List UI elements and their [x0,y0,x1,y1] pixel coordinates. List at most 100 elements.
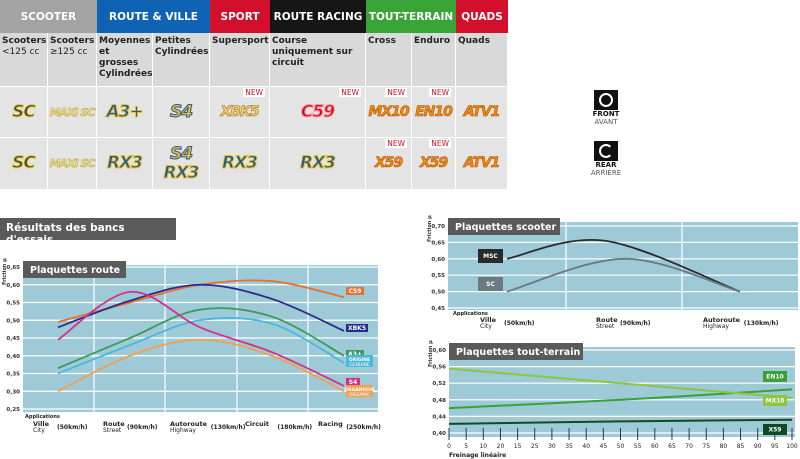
front-pad-cell[interactable]: ATV1 [456,87,508,138]
series-label: ORGANIQUE [344,387,374,393]
category-sub: Highway [703,323,729,330]
x-tick-label: 75 [702,443,710,450]
rear-pad-cell[interactable]: RX3 [97,138,153,190]
x-tick-label: 45 [600,443,608,450]
y-tick-label: 0,48 [432,398,446,404]
category-label: Circuit (180km/h) [245,420,312,431]
rear-pad-cell[interactable]: S4 RX3 [153,138,210,190]
series-line-organique [57,338,345,393]
x-tick-label: 25 [531,443,539,450]
product-logo[interactable]: RX3 [106,153,143,173]
front-pad-cell[interactable]: NEW EN10 [412,87,456,138]
y-tick-label: 0,35 [6,372,20,378]
category-header[interactable]: SPORT [210,0,270,33]
product-logo[interactable]: RX3 [221,153,258,173]
product-logo[interactable]: RX3 [299,153,336,173]
rear-pad-cell[interactable]: NEW X59 [366,138,412,190]
series-label: MX10 [766,398,785,405]
category-label: Racing (250km/h) [318,420,381,431]
category-sub: Street [596,323,615,330]
product-logo[interactable]: X59 [419,155,449,172]
y-tick-label: 0,52 [432,381,446,387]
y-tick-label: 0,45 [6,336,20,342]
description-text: Petites Cylindrées [155,36,209,57]
rear-pad-cell[interactable]: SC [0,138,48,190]
series-label-box [346,287,364,295]
rear-pad-cell[interactable]: RX3 [210,138,270,190]
description-text: Enduro [414,36,451,46]
rear-pad-cell[interactable]: RX3 [270,138,366,190]
product-logo[interactable]: ATV1 [463,155,500,172]
column-description: Moyennes et grosses Cylindrées [97,33,153,87]
series-line-x59 [448,418,793,425]
x-tick-label: 15 [514,443,522,450]
category-name: Circuit [245,420,269,428]
product-logo[interactable]: S4 [169,143,193,164]
product-logo[interactable]: EN10 [415,103,453,120]
front-pad-cell[interactable]: MAXI SC [48,87,97,138]
rear-pad-cell[interactable]: NEW X59 [412,138,456,190]
series-label-en: GENUINE [349,362,370,368]
product-logo[interactable]: XBK5 [220,103,260,120]
product-logo[interactable]: SC [12,153,37,173]
description-text: Scooters [2,36,47,46]
front-pad-cell[interactable]: S4 [153,87,210,138]
product-logo[interactable]: MAXI SC [49,105,95,119]
category-header[interactable]: SCOOTER [0,0,97,33]
column-description: Petites Cylindrées [153,33,210,87]
y-tick-label: 0,60 [432,348,446,354]
rear-sublabel: ARRIÈRE [590,169,622,177]
front-pad-cell[interactable]: NEW MX10 [366,87,412,138]
series-label: MSC [483,253,498,260]
series-label: SC [486,281,495,288]
description-text: Scooters [50,36,95,46]
x-tick-label: 40 [582,443,590,450]
category-header[interactable]: QUADS [456,0,508,33]
product-logo[interactable]: X59 [374,155,404,172]
product-logo[interactable]: MX10 [368,103,410,120]
category-header[interactable]: TOUT-TERRAIN [366,0,456,33]
x-tick-label: 0 [447,443,451,450]
x-tick-label: 30 [548,443,556,450]
category-sub: City [480,323,492,330]
series-line-en10 [448,388,793,410]
product-logo[interactable]: MAXI SC [49,157,95,171]
front-indicator: FRONT AVANT [588,90,624,126]
x-tick-label: 55 [634,443,642,450]
chart-title: Plaquettes tout-terrain [456,347,580,358]
category-name: Autoroute [170,420,208,428]
x-tick-label: 50 [617,443,625,450]
category-speed: (90km/h) [620,320,651,327]
product-logo[interactable]: ATV1 [463,103,500,120]
category-header[interactable]: ROUTE & VILLE [97,0,210,33]
rear-pad-cell[interactable]: ATV1 [456,138,508,190]
product-logo[interactable]: RX3 [163,162,200,183]
front-pad-cell[interactable]: NEW XBK5 [210,87,270,138]
column-description: Quads [456,33,508,87]
category-name: Racing [318,420,343,428]
new-badge: NEW [385,88,407,97]
front-pad-cell[interactable]: NEW C59 [270,87,366,138]
y-tick-label: 0,60 [431,257,445,263]
description-cc: ≥125 cc [50,47,88,57]
column-description: Scooters ≥125 cc [48,33,97,87]
product-logo[interactable]: C59 [300,101,335,122]
front-pad-cell[interactable]: SC [0,87,48,138]
rear-pad-cell[interactable]: MAXI SC [48,138,97,190]
category-header[interactable]: ROUTE RACING [270,0,366,33]
y-axis-label: Friction µ [428,340,434,367]
product-logo[interactable]: SC [12,101,37,122]
x-axis-label: Freinage linéaire [449,452,506,459]
product-logo[interactable]: S4 [169,101,193,122]
chart-title-box [23,261,126,278]
chart-title: Plaquettes route [30,265,120,276]
y-tick-label: 0,45 [431,306,445,312]
product-logo[interactable]: A3+ [106,101,144,122]
column-description: Scooters <125 cc [0,33,48,87]
y-tick-label: 0,44 [432,414,446,420]
category-name: Route [103,420,125,428]
front-pad-cell[interactable]: A3+ [97,87,153,138]
chart-title-box [449,343,583,360]
